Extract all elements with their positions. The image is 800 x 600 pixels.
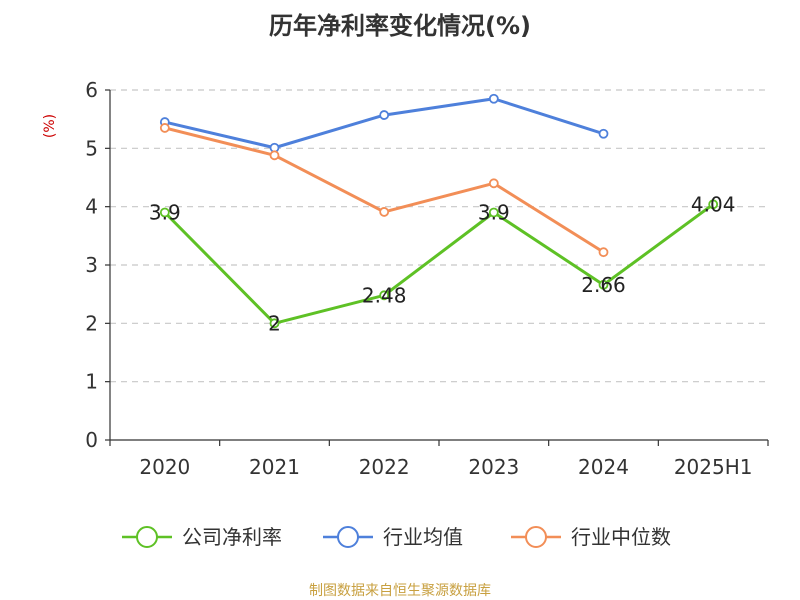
legend-label: 行业均值	[383, 525, 463, 549]
data-point	[379, 290, 390, 301]
data-point	[488, 207, 499, 218]
y-tick-label: 6	[85, 78, 98, 102]
y-tick-label: 3	[85, 253, 98, 277]
y-axis-label: (%)	[42, 114, 58, 138]
data-label: 2	[268, 311, 281, 335]
data-point	[598, 128, 609, 139]
series-line	[164, 97, 604, 150]
data-label: 2.66	[581, 273, 626, 297]
y-tick-label: 5	[85, 136, 98, 160]
y-tick-labels: 0 1 2 3 4 5 6	[85, 78, 98, 452]
data-label: 3.9	[149, 201, 181, 225]
data-point	[488, 178, 499, 189]
data-labels: 3.9 2 2.48 3.9 2.66 4.04	[149, 192, 736, 335]
series-line	[163, 203, 715, 325]
legend-item[interactable]: 行业中位数	[511, 525, 671, 549]
legend-marker	[136, 526, 158, 548]
x-tick-label: 2023	[468, 455, 519, 479]
data-label: 4.04	[691, 192, 736, 216]
data-point	[598, 247, 609, 258]
x-tick-label: 2021	[249, 455, 300, 479]
y-tick-label: 2	[85, 311, 98, 335]
legend-item[interactable]: 行业均值	[323, 525, 463, 549]
series-line	[164, 126, 605, 254]
y-tick-label: 4	[85, 195, 98, 219]
series-3	[159, 123, 609, 258]
x-tick-labels: 2020 2021 2022 2023 2024 2025H1	[139, 455, 752, 479]
legend-marker	[337, 526, 359, 548]
chart-title: 历年净利率变化情况(%)	[269, 12, 531, 40]
data-point	[159, 207, 170, 218]
data-point	[269, 150, 280, 161]
legend-marker	[525, 526, 547, 548]
legend-label: 公司净利率	[182, 525, 282, 549]
series-1	[159, 199, 719, 329]
x-tick-label: 2024	[578, 455, 629, 479]
legend-label: 行业中位数	[571, 525, 671, 549]
x-tick-label: 2022	[359, 455, 410, 479]
legend-item[interactable]: 公司净利率	[122, 525, 282, 549]
x-tick-label: 2025H1	[674, 455, 753, 479]
data-point	[708, 199, 719, 210]
data-point	[488, 93, 499, 104]
data-point	[379, 207, 390, 217]
source-note: 制图数据来自恒生聚源数据库	[309, 583, 491, 599]
data-point	[598, 279, 609, 290]
x-tick-label: 2020	[139, 455, 190, 479]
axes	[105, 89, 769, 446]
y-tick-label: 1	[85, 370, 98, 394]
data-point	[159, 123, 170, 133]
data-point	[379, 110, 390, 120]
legend[interactable]: 公司净利率 行业均值 行业中位数	[122, 525, 671, 549]
data-label: 2.48	[362, 283, 407, 307]
data-point	[269, 318, 280, 329]
y-tick-label: 0	[85, 428, 98, 452]
data-label: 3.9	[478, 201, 510, 225]
series-lines	[159, 93, 719, 329]
